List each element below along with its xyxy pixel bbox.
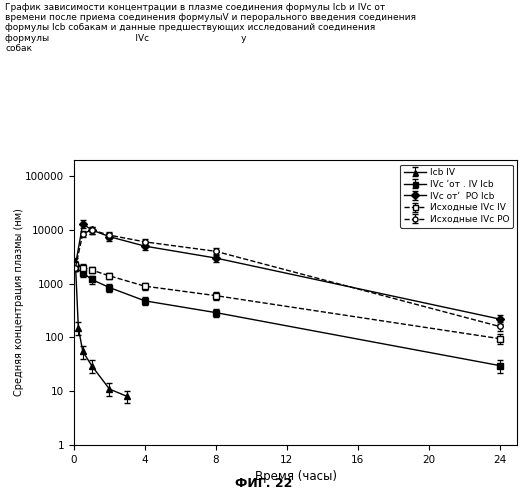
X-axis label: Время (часы): Время (часы) xyxy=(254,470,337,484)
Text: ФИГ. 22: ФИГ. 22 xyxy=(235,477,293,490)
Text: График зависимости концентрации в плазме соединения формулы Icb и IVc от
времени: График зависимости концентрации в плазме… xyxy=(5,2,416,53)
Legend: Icb IV, IVc ʹот . IV Icb, IVc отʹ  PO Icb, Исходные IVc IV, Исходные IVc PO: Icb IV, IVc ʹот . IV Icb, IVc отʹ PO Icb… xyxy=(400,164,513,228)
Y-axis label: Средняя концентрация плазмы (нм): Средняя концентрация плазмы (нм) xyxy=(14,208,24,396)
